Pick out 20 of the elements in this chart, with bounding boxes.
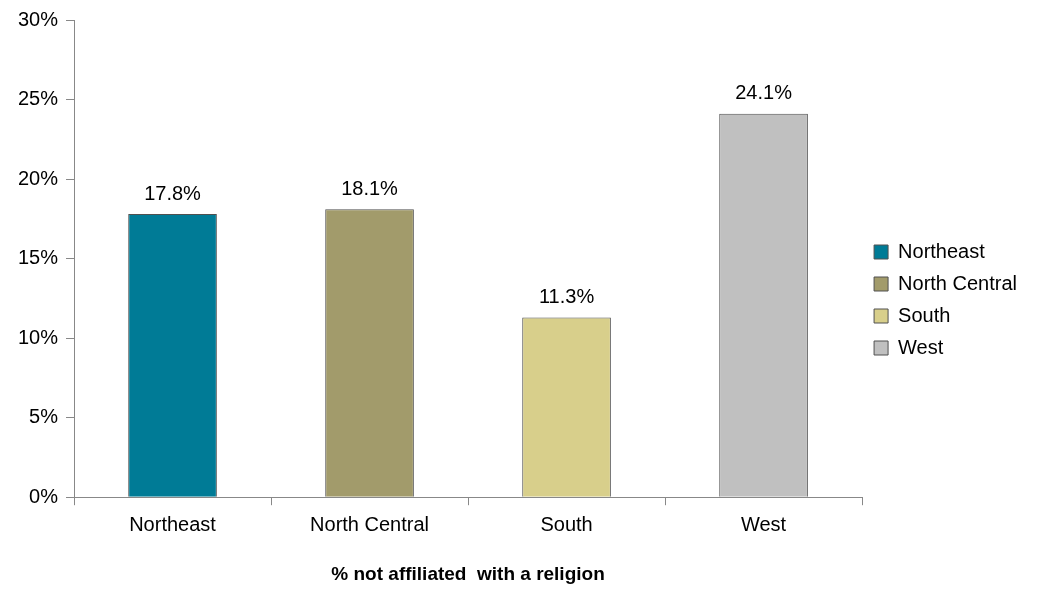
y-tick-label: 0% xyxy=(29,484,59,507)
y-tick-label: 30% xyxy=(18,7,59,30)
legend-label: South xyxy=(898,303,951,326)
legend-label: Northeast xyxy=(898,239,986,262)
legend-label: North Central xyxy=(898,271,1017,294)
x-tick-label: Northeast xyxy=(129,512,217,535)
y-tick-label: 25% xyxy=(18,87,59,110)
data-label: 17.8% xyxy=(144,181,202,204)
x-tick-label: South xyxy=(540,512,593,535)
y-tick-label: 5% xyxy=(29,405,59,428)
legend-label: West xyxy=(898,335,944,358)
x-tick-label: West xyxy=(740,512,787,535)
data-label: 18.1% xyxy=(341,176,399,199)
data-label: 11.3% xyxy=(538,284,595,307)
y-tick-label: 15% xyxy=(18,246,59,269)
y-tick-label: 20% xyxy=(18,166,59,189)
x-axis-title: % not affiliated with a religion xyxy=(331,562,605,584)
y-tick-label: 10% xyxy=(18,325,59,348)
x-tick-label: North Central xyxy=(310,512,430,535)
data-label: 24.1% xyxy=(735,81,793,104)
